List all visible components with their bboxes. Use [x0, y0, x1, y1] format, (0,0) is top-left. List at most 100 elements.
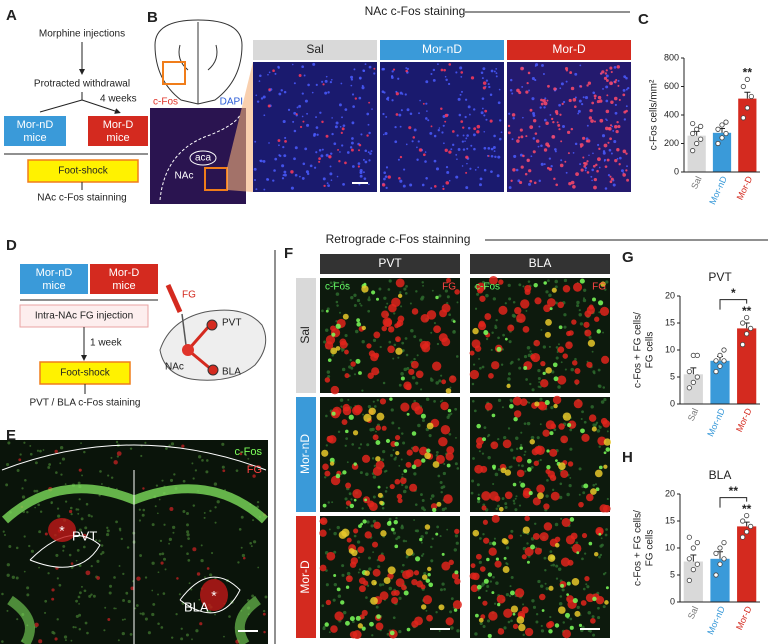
- cell: [602, 419, 611, 428]
- cell: [164, 568, 167, 571]
- y-tick-label: 10: [665, 542, 675, 552]
- cell: [562, 285, 571, 293]
- cell: [546, 99, 549, 102]
- cell: [422, 153, 426, 157]
- cell: [364, 570, 370, 576]
- cell: [392, 357, 395, 360]
- region-label: PVT: [222, 318, 241, 329]
- cell: [302, 162, 306, 166]
- cell: [577, 109, 581, 113]
- cell: [577, 112, 580, 115]
- cell: [540, 102, 544, 106]
- cell: [21, 495, 26, 499]
- bar: [737, 328, 757, 404]
- cell: [372, 400, 375, 403]
- cell: [23, 570, 26, 573]
- cell: [113, 607, 116, 610]
- cell: [367, 372, 374, 379]
- stain-label: c-Fos: [475, 282, 500, 293]
- cell: [472, 457, 475, 460]
- cell: [436, 501, 442, 507]
- cell: [605, 118, 607, 120]
- cell: [26, 586, 30, 590]
- data-point: [744, 105, 750, 111]
- cell: [339, 398, 344, 402]
- cell: [385, 486, 388, 489]
- cell: [484, 109, 488, 113]
- cell: [454, 528, 460, 535]
- cell: [444, 113, 449, 118]
- cell: [426, 448, 431, 453]
- cell: [277, 65, 280, 69]
- cell: [345, 283, 349, 286]
- cell: [526, 158, 530, 163]
- cell: [622, 93, 626, 97]
- cell: [527, 280, 531, 283]
- cell: [349, 616, 355, 622]
- cell: [543, 281, 547, 285]
- cell: [479, 537, 482, 540]
- error-bar: [744, 91, 751, 99]
- cell: [602, 605, 606, 609]
- cell: [493, 537, 496, 540]
- cell: [462, 126, 465, 129]
- cell: [559, 482, 563, 486]
- cell: [440, 107, 443, 110]
- cell: [440, 425, 451, 435]
- cell: [437, 63, 439, 66]
- cell: [456, 134, 459, 137]
- stain-label: FG: [592, 282, 606, 293]
- cell: [471, 382, 475, 386]
- cell: [569, 517, 575, 522]
- cell: [522, 285, 525, 288]
- cell: [267, 73, 269, 76]
- cell: [462, 134, 465, 137]
- cell: [623, 110, 627, 114]
- cell: [336, 304, 339, 307]
- cell: [544, 118, 547, 122]
- cell: [398, 464, 401, 467]
- cell: [512, 456, 516, 460]
- data-point: [744, 331, 750, 337]
- data-point: [694, 539, 700, 546]
- cell: [367, 584, 370, 587]
- cell: [489, 119, 493, 123]
- cell: [403, 287, 407, 291]
- cell: [445, 78, 448, 82]
- cell: [325, 335, 336, 345]
- cell: [600, 537, 603, 540]
- cell: [313, 166, 317, 169]
- cell: [510, 619, 513, 623]
- cell: [405, 461, 412, 468]
- cell: [395, 113, 399, 116]
- cell: [560, 435, 569, 444]
- panel-label: D: [6, 237, 17, 254]
- cell: [382, 112, 385, 116]
- cell: [38, 530, 42, 534]
- cell: [222, 469, 226, 473]
- cell: [572, 98, 577, 102]
- cell: [553, 376, 559, 382]
- cell: [383, 171, 387, 175]
- cell: [356, 322, 362, 327]
- cell: [420, 313, 430, 323]
- cell: [319, 518, 325, 524]
- cell: [507, 427, 511, 430]
- cell: [254, 140, 257, 143]
- cell: [282, 119, 286, 124]
- cell: [393, 590, 400, 596]
- cell: [399, 179, 403, 183]
- region-dot: [207, 364, 219, 376]
- cell: [444, 289, 448, 293]
- cell: [524, 627, 534, 637]
- cell: [479, 177, 483, 181]
- cell: [599, 306, 610, 316]
- cell: [392, 68, 396, 71]
- cell: [163, 523, 166, 526]
- cell: [331, 117, 333, 119]
- cell: [328, 155, 332, 159]
- cell: [180, 637, 184, 641]
- cell: [359, 168, 363, 173]
- cell: [321, 80, 324, 83]
- cell: [593, 371, 596, 375]
